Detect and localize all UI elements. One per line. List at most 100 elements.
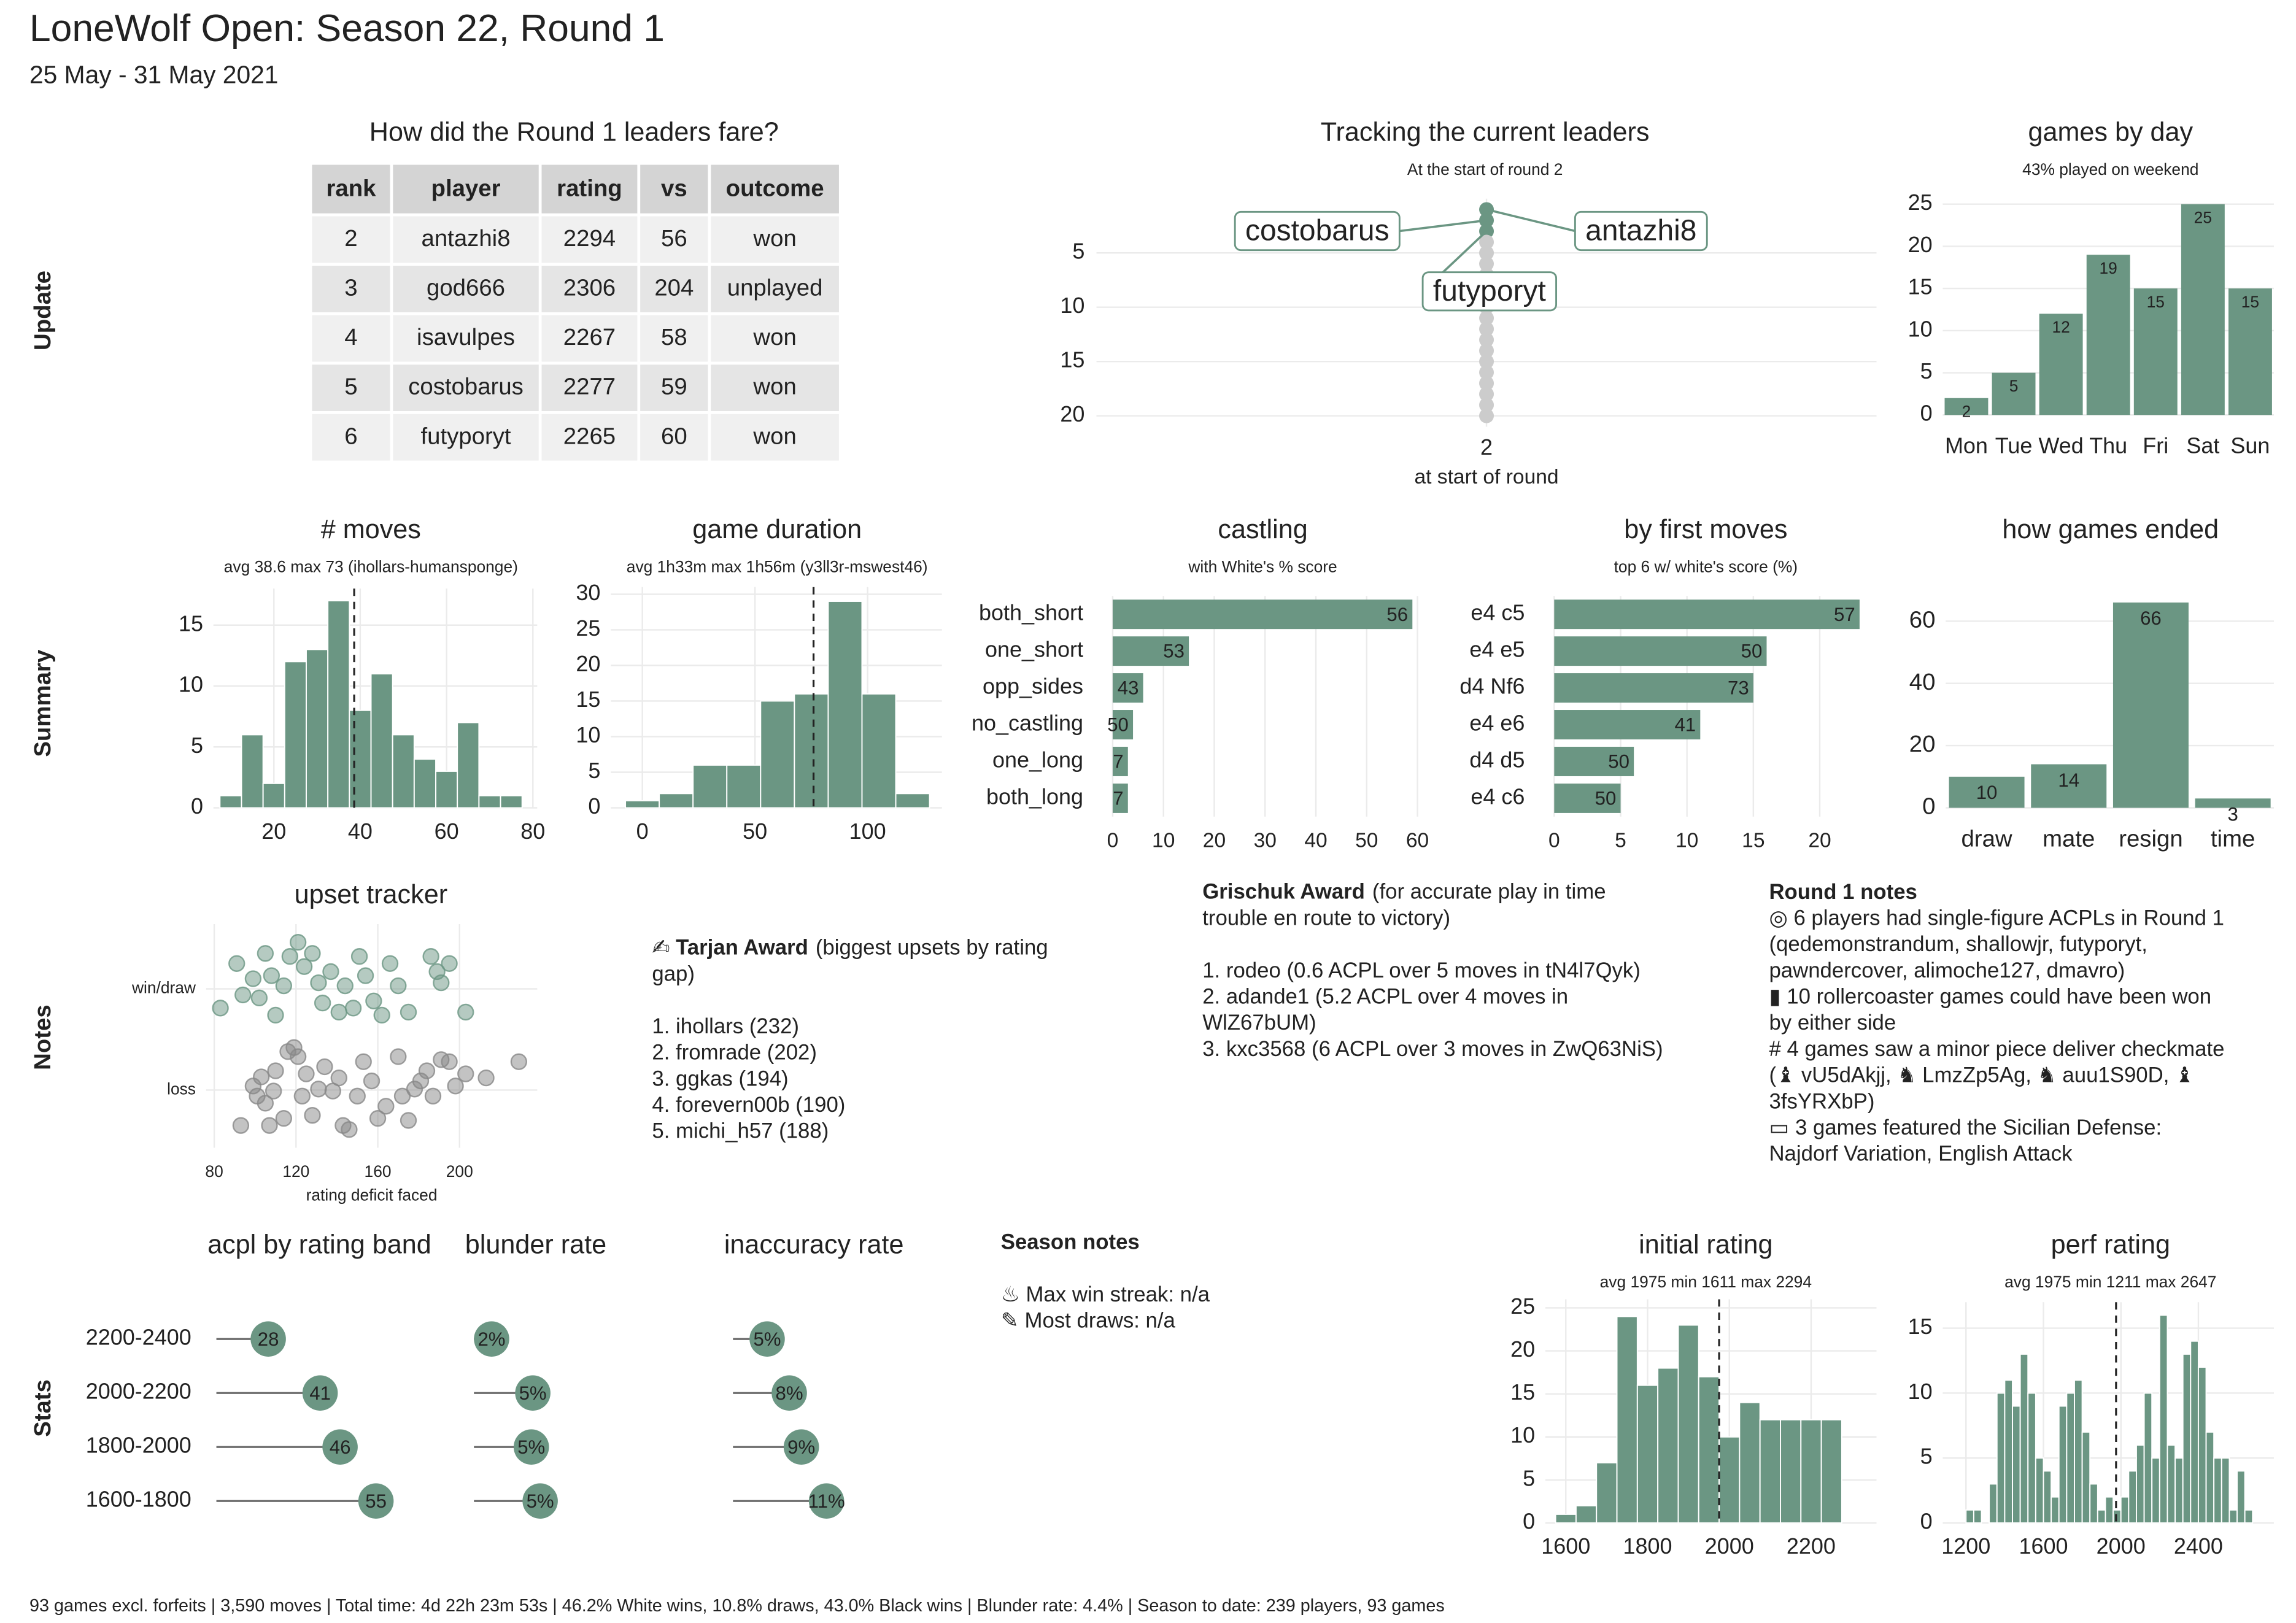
header-cell	[393, 164, 539, 214]
section-label: Notes	[29, 1004, 56, 1070]
chart-title: inaccuracy rate	[724, 1230, 904, 1260]
histogram-bar	[2128, 1470, 2137, 1524]
x-tick-label: 1600	[1541, 1533, 1590, 1559]
histogram-bar	[2112, 1509, 2122, 1524]
scatter-point	[267, 1062, 284, 1079]
table-cell-bg	[640, 216, 708, 263]
note-heading: Tarjan Award	[676, 936, 808, 960]
histogram-bar	[2182, 1353, 2192, 1524]
bar	[1949, 776, 2025, 808]
x-tick-label: 40	[348, 819, 373, 844]
histogram-bar	[1759, 1419, 1781, 1524]
y-tick-label: d4 Nf6	[1459, 674, 1525, 699]
table-cell-bg	[711, 315, 839, 362]
scatter-point	[293, 1087, 311, 1104]
note-text: (biggest upsets by rating	[816, 936, 1048, 960]
note-line: WlZ67bUM)	[1202, 1011, 1316, 1035]
histogram-bar	[2135, 1444, 2145, 1524]
x-tick-label: 2	[1480, 434, 1493, 460]
scatter-point	[228, 955, 245, 972]
y-tick-label: 20	[576, 651, 600, 676]
scatter-point	[330, 1003, 347, 1021]
table-cell-bg	[393, 414, 539, 461]
histogram-bar	[2004, 1379, 2013, 1524]
scatter-point	[298, 1065, 315, 1082]
note-line: gap)	[652, 963, 695, 986]
note-line: Grischuk Award (for accurate play in time	[1202, 881, 1606, 904]
histogram-bar	[861, 693, 897, 809]
chart-subtitle: top 6 w/ white's score (%)	[1614, 558, 1798, 576]
y-tick-label: 15	[1510, 1379, 1535, 1405]
scatter-point	[441, 955, 458, 972]
scatter-point	[316, 1058, 333, 1076]
y-tick-label: 10	[1510, 1422, 1535, 1448]
y-tick-label: 20	[1510, 1336, 1535, 1362]
chart-subtitle: avg 38.6 max 73 (ihollars-humansponge)	[224, 558, 518, 576]
histogram-bar	[2012, 1405, 2021, 1524]
bar	[1992, 372, 2036, 415]
note-heading: Season notes	[1001, 1231, 1140, 1254]
scatter-point	[330, 1069, 347, 1087]
y-tick-label: 5	[588, 758, 600, 783]
histogram-bar	[2097, 1509, 2106, 1524]
histogram-bar	[457, 722, 480, 809]
value-label: 9%	[787, 1436, 815, 1458]
histogram-bar	[625, 800, 660, 809]
x-tick-label: Wed	[2038, 433, 2083, 458]
y-tick-label: e4 e5	[1469, 637, 1525, 662]
table-cell-bg	[711, 266, 839, 312]
chart-title: castling	[1218, 515, 1307, 544]
histogram-bar	[2174, 1457, 2184, 1524]
chart-subtitle: 43% played on weekend	[2022, 160, 2198, 179]
histogram-bar	[1555, 1513, 1577, 1524]
footer: 93 games excl. forfeits | 3,590 moves | …	[29, 1596, 1445, 1616]
y-tick-label: 5	[1523, 1465, 1535, 1490]
x-tick-label: 100	[849, 819, 886, 844]
histogram-bar	[1698, 1376, 1720, 1524]
y-tick-label: 5	[191, 733, 203, 758]
column-header: rating	[557, 175, 622, 201]
bar	[1554, 599, 1860, 630]
scatter-point	[447, 1078, 464, 1095]
y-tick-label: 40	[1909, 669, 1936, 695]
x-tick-label: 60	[1406, 830, 1429, 852]
histogram-bar	[2043, 1470, 2052, 1524]
table-cell: 204	[654, 275, 694, 301]
score-label: 50	[1608, 751, 1629, 773]
x-tick-label: Sun	[2230, 433, 2270, 458]
value-label: 2%	[477, 1328, 505, 1350]
value-label: 28	[258, 1328, 279, 1350]
x-tick-label: 15	[1742, 830, 1765, 852]
table-cell: 60	[661, 423, 687, 449]
bar	[1112, 673, 1143, 703]
scatter-point	[349, 1087, 366, 1104]
histogram-bar	[1820, 1419, 1842, 1524]
y-tick-label: 20	[1909, 731, 1936, 757]
table-cell: 2	[344, 225, 357, 252]
annotation-label: futyporyt	[1433, 275, 1546, 307]
y-tick-label: 0	[1523, 1508, 1535, 1533]
table-cell-bg	[541, 414, 638, 461]
histogram-bar	[241, 734, 264, 809]
x-tick-label: 40	[1304, 830, 1327, 852]
column-header: outcome	[726, 175, 824, 201]
chart-title: games by day	[2028, 118, 2193, 147]
rank-dot	[1479, 332, 1494, 347]
histogram-bar	[726, 764, 762, 809]
bar	[1554, 673, 1753, 703]
x-axis-label: rating deficit faced	[306, 1186, 438, 1205]
x-tick-label: 1600	[2019, 1533, 2068, 1559]
note-line: 4. forevern00b (190)	[652, 1093, 845, 1117]
note-line: # 4 games saw a minor piece deliver chec…	[1769, 1038, 2224, 1061]
annotation-label: costobarus	[1245, 215, 1390, 247]
chart-subtitle: avg 1h33m max 1h56m (y3ll3r-mswest46)	[627, 558, 928, 576]
rank-dot	[1479, 364, 1494, 380]
note-line: Najdorf Variation, English Attack	[1769, 1143, 2073, 1166]
histogram-bar	[2058, 1405, 2068, 1524]
histogram-bar	[2120, 1496, 2130, 1524]
x-axis-label: at start of round	[1415, 466, 1559, 488]
rank-dot	[1479, 234, 1494, 250]
scatter-point	[369, 1109, 387, 1127]
histogram-bar	[895, 793, 930, 809]
note-line: ✍ Tarjan Award (biggest upsets by rating	[652, 936, 1048, 960]
